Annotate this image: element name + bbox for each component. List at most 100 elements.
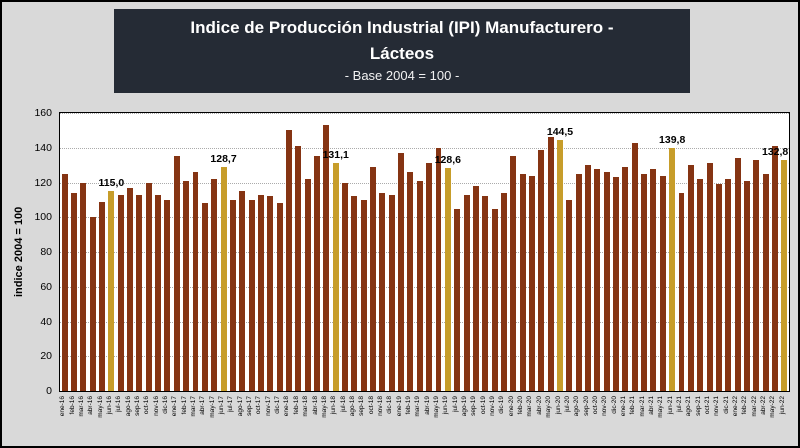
chart-title-line2: Lácteos	[369, 43, 435, 63]
bar	[192, 172, 199, 391]
x-tick-label: sep-20	[582, 396, 590, 416]
bar	[715, 184, 722, 391]
bar	[61, 173, 68, 391]
x-tick-label: abr-16	[87, 396, 95, 415]
x-tick-label: nov-20	[601, 396, 609, 416]
gridline	[60, 252, 789, 253]
x-tick-label: jul-21	[676, 396, 684, 412]
bar	[145, 182, 152, 391]
bar	[762, 173, 769, 391]
bar	[295, 146, 302, 391]
bar	[80, 182, 87, 391]
bar	[332, 163, 339, 391]
gridline	[60, 286, 789, 288]
bar	[136, 194, 143, 391]
x-tick-label: may-16	[96, 396, 104, 418]
y-tick-label: 60	[40, 280, 52, 293]
x-tick-label: oct-17	[255, 396, 263, 415]
x-tick-label: ago-21	[685, 396, 693, 417]
x-tick-label: abr-19	[423, 396, 431, 415]
bar	[220, 167, 227, 391]
bar	[435, 147, 442, 391]
x-tick-label: jul-20	[563, 396, 571, 412]
bar	[519, 173, 526, 391]
y-tick-label: 40	[40, 315, 52, 328]
x-tick-label: nov-16	[152, 396, 160, 416]
x-tick-label: dic-21	[722, 396, 730, 414]
x-tick-label: nov-17	[264, 396, 272, 416]
x-tick-label: mar-22	[750, 396, 758, 417]
x-tick-label: ago-16	[124, 396, 132, 417]
bar	[472, 185, 479, 391]
x-tick-label: ago-17	[236, 396, 244, 417]
x-tick-label: dic-20	[610, 396, 618, 414]
bar	[304, 179, 311, 391]
bar	[183, 180, 190, 391]
x-tick-label: may-22	[769, 396, 777, 418]
bar	[454, 208, 461, 391]
x-tick-label: dic-17	[274, 396, 282, 414]
x-tick-label: ago-20	[573, 396, 581, 417]
bar	[351, 196, 358, 391]
x-tick-label: dic-16	[161, 396, 169, 414]
y-tick-label: 0	[46, 385, 52, 397]
bar	[285, 130, 292, 391]
bar	[398, 152, 405, 391]
bar	[257, 194, 264, 391]
bar	[650, 168, 657, 391]
x-tick-label: feb-22	[741, 396, 749, 415]
x-tick-label: oct-18	[367, 396, 375, 415]
x-tick-label: feb-16	[68, 396, 76, 415]
chart-subtitle: - Base 2004 = 100 -	[344, 68, 460, 83]
x-tick-label: jun-22	[778, 396, 786, 415]
bar	[771, 146, 778, 391]
bar	[407, 172, 414, 391]
x-tick-label: mar-18	[302, 396, 310, 417]
bar	[108, 191, 115, 391]
bar-value-label: 144,5	[546, 125, 574, 138]
y-tick-label: 100	[34, 211, 52, 224]
x-tick-label: nov-19	[489, 396, 497, 416]
x-tick-label: oct-20	[591, 396, 599, 415]
bar	[248, 199, 255, 391]
x-tick-label: may-19	[433, 396, 441, 418]
bar	[538, 149, 545, 391]
x-tick-label: dic-18	[386, 396, 394, 414]
x-tick-label: jun-20	[554, 396, 562, 415]
x-tick-label: oct-16	[143, 396, 151, 415]
bar	[314, 156, 320, 391]
x-tick-label: ene-19	[395, 396, 403, 417]
bar	[239, 191, 246, 391]
x-tick-label: sep-16	[133, 396, 141, 416]
chart-title-box: Indice de Producción Industrial (IPI) Ma…	[114, 9, 690, 93]
bar	[164, 199, 171, 391]
y-tick-label: 160	[34, 107, 52, 119]
bar	[734, 158, 741, 391]
x-tick-label: feb-21	[629, 396, 637, 415]
bar	[743, 180, 750, 391]
bar-value-label: 131,1	[322, 149, 349, 162]
bar	[603, 172, 610, 391]
x-tick-label: mar-20	[526, 396, 534, 417]
x-tick-label: ene-18	[283, 396, 291, 417]
bar	[687, 165, 694, 391]
x-tick-label: may-17	[208, 396, 216, 418]
bar	[173, 156, 180, 391]
bar	[444, 167, 451, 391]
bar	[71, 192, 77, 391]
bar	[360, 199, 367, 391]
bar	[669, 148, 676, 391]
x-tick-label: may-21	[657, 396, 665, 418]
bar	[697, 179, 704, 391]
chart-title-line1: Indice de Producción Industrial (IPI) Ma…	[190, 18, 614, 37]
bar	[659, 175, 666, 391]
bar	[267, 196, 274, 391]
x-tick-label: ene-20	[507, 396, 515, 417]
x-tick-label: ene-22	[732, 396, 740, 417]
x-tick-label: abr-17	[199, 396, 207, 415]
bar	[117, 194, 124, 391]
x-tick-label: mar-19	[414, 396, 422, 417]
bar	[594, 168, 601, 391]
bar	[706, 163, 713, 391]
bar	[426, 163, 433, 391]
